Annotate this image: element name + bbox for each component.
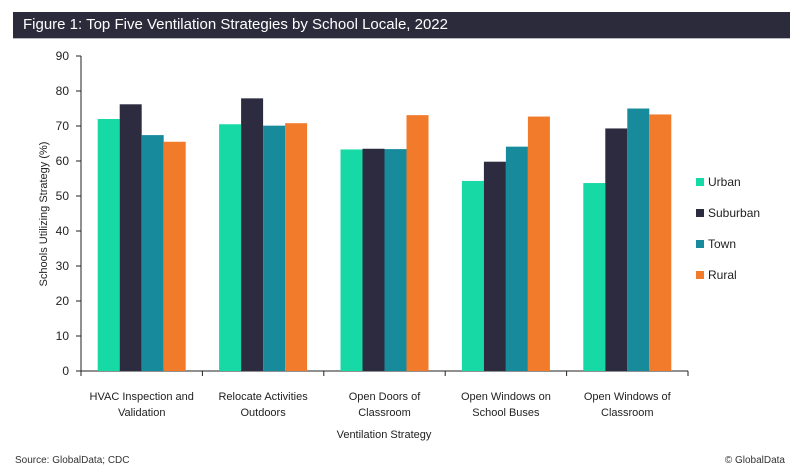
y-tick-label: 70 [56,119,70,133]
y-tick-label: 80 [56,84,70,98]
bar-town [627,108,650,371]
bar-town [263,125,286,372]
y-axis-title: Schools Utilizing Strategy (%) [38,142,50,287]
category-label-line: Classroom [358,407,411,419]
legend-swatch [696,240,704,248]
legend-item-rural: Rural [696,267,760,283]
category-label-line: Open Windows of [584,391,672,403]
legend-swatch [696,178,704,186]
y-tick-label: 60 [56,154,70,168]
bar-rural [406,115,429,372]
bar-suburban [241,98,264,371]
bar-urban [219,124,242,371]
category-label-line: Open Doors of [349,391,421,403]
category-label: Relocate Activities Outdoors [218,391,308,419]
legend-item-urban: Urban [696,174,760,190]
category-label-line: Validation [118,407,166,419]
y-axis: 0 10 20 30 40 50 60 70 80 90 [56,49,82,378]
title-bar: Figure 1: Top Five Ventilation Strategie… [13,12,790,39]
chart-title: Figure 1: Top Five Ventilation Strategie… [23,16,448,33]
legend-label: Rural [708,268,737,282]
bar-suburban [605,128,628,371]
y-tick-label: 10 [56,329,70,343]
category-label-line: Classroom [601,407,654,419]
legend-swatch [696,271,704,279]
source-note: Source: GlobalData; CDC [15,455,130,466]
legend-label: Town [708,237,737,251]
y-tick-label: 50 [56,189,70,203]
bar-rural [285,123,308,371]
y-tick-label: 20 [56,294,70,308]
x-axis-title: Ventilation Strategy [337,429,432,441]
bar-rural [527,116,550,371]
y-tick-label: 0 [62,364,69,378]
category-label-line: School Buses [472,407,540,419]
bar-town [384,149,407,371]
bar-rural [649,114,672,371]
bar-suburban [483,161,506,371]
bar-town [141,135,164,371]
category-label-line: Relocate Activities [218,391,308,403]
category-label-line: HVAC Inspection and [90,391,194,403]
legend-item-suburban: Suburban [696,205,760,221]
bar-town [505,146,528,371]
category-label: Open Doors of Classroom [349,391,421,419]
category-label: HVAC Inspection and Validation [90,391,194,419]
category-label-line: Open Windows on [461,391,551,403]
y-tick-label: 90 [56,49,70,63]
legend-swatch [696,209,704,217]
bar-urban [340,149,363,371]
category-label: Open Windows on School Buses [461,391,551,419]
x-axis [80,370,689,376]
bar-suburban [119,104,142,372]
bar-suburban [362,148,385,371]
y-tick-label: 30 [56,259,70,273]
category-labels: HVAC Inspection and Validation Relocate Ac… [90,391,672,419]
bar-urban [583,183,606,371]
copyright-note: © GlobalData [724,455,785,466]
legend-label: Suburban [708,206,761,220]
legend-item-town: Town [696,236,760,252]
bar-urban [97,119,120,371]
bar-rural [163,141,186,371]
legend-label: Urban [708,175,741,189]
category-label: Open Windows of Classroom [584,391,672,419]
bars [97,98,672,372]
category-label-line: Outdoors [240,407,286,419]
bar-urban [461,180,484,371]
y-tick-label: 40 [56,224,70,238]
legend: Urban Suburban Town Rural [696,174,760,298]
